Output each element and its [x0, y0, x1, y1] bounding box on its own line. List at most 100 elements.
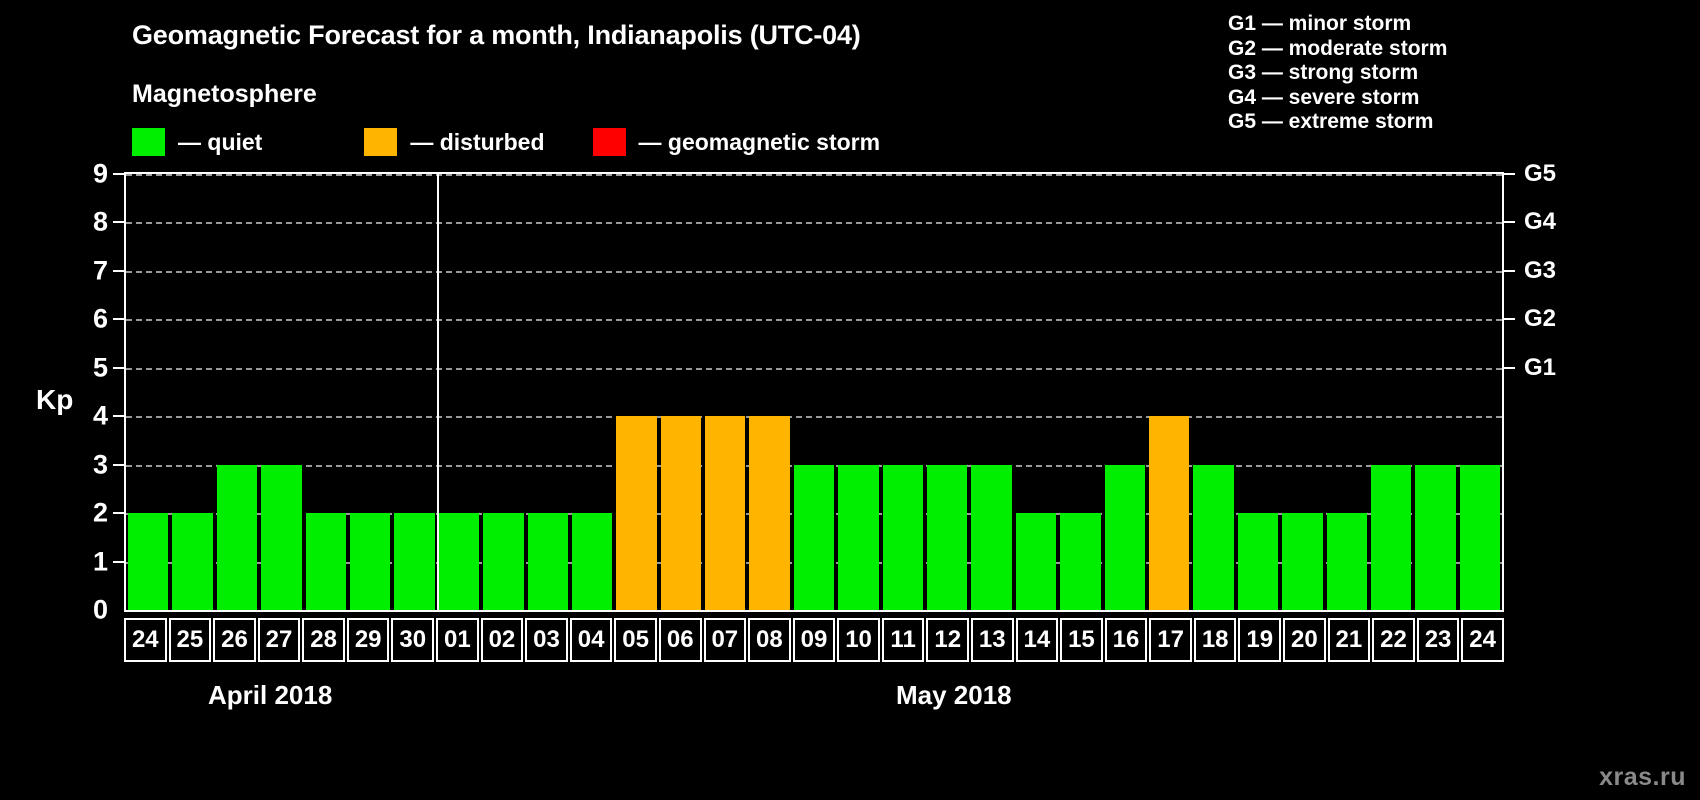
bar[interactable]	[1459, 464, 1501, 610]
bar[interactable]	[660, 416, 702, 610]
bar[interactable]	[571, 513, 613, 610]
bar[interactable]	[483, 513, 524, 610]
gridline-8	[126, 222, 1502, 225]
date-cell-7[interactable]: 01	[436, 618, 479, 662]
bar[interactable]	[172, 513, 213, 610]
date-cell-12[interactable]: 06	[658, 618, 702, 662]
date-cell-24[interactable]: 18	[1193, 618, 1237, 662]
date-cell-2[interactable]: 26	[213, 618, 256, 662]
bar[interactable]	[1282, 513, 1323, 610]
bar-cell-18[interactable]	[1193, 174, 1234, 610]
date-cell-25[interactable]: 19	[1238, 618, 1282, 662]
month-caption: May 2018	[896, 680, 1012, 710]
bar[interactable]	[838, 464, 879, 610]
date-cell-11[interactable]: 05	[614, 618, 657, 662]
bar[interactable]	[1148, 416, 1190, 610]
date-cell-19[interactable]: 13	[970, 618, 1014, 662]
bar-cell-01[interactable]	[438, 174, 480, 610]
bar[interactable]	[971, 464, 1012, 610]
date-cell-16[interactable]: 10	[837, 618, 880, 662]
bar-cell-23[interactable]	[1415, 174, 1456, 610]
bar-cell-14[interactable]	[1015, 174, 1057, 610]
date-cell-10[interactable]: 04	[569, 618, 613, 662]
bar[interactable]	[1193, 464, 1234, 610]
bar[interactable]	[927, 464, 968, 610]
bar[interactable]	[128, 513, 169, 610]
bar[interactable]	[616, 416, 657, 610]
bar[interactable]	[394, 513, 435, 610]
bar-cell-07[interactable]	[705, 174, 746, 610]
date-cell-15[interactable]: 09	[792, 618, 836, 662]
bar[interactable]	[1326, 513, 1367, 610]
date-cell-17[interactable]: 11	[881, 618, 925, 662]
bar-cell-30[interactable]	[394, 174, 435, 610]
date-cell-27[interactable]: 21	[1327, 618, 1371, 662]
bar-cell-29[interactable]	[349, 174, 391, 610]
bar-cell-26[interactable]	[216, 174, 258, 610]
bar-cell-02[interactable]	[483, 174, 524, 610]
bar-cell-11[interactable]	[882, 174, 924, 610]
bar-cell-24[interactable]	[1459, 174, 1501, 610]
bar-cell-24[interactable]	[128, 174, 169, 610]
date-cell-14[interactable]: 08	[748, 618, 791, 662]
date-cell-1[interactable]: 25	[168, 618, 212, 662]
gridline-9	[126, 174, 1502, 176]
bar[interactable]	[261, 464, 302, 610]
bar-cell-28[interactable]	[305, 174, 346, 610]
bar-cell-16[interactable]	[1104, 174, 1145, 610]
date-cell-29[interactable]: 23	[1416, 618, 1460, 662]
bar[interactable]	[705, 416, 746, 610]
bar[interactable]	[527, 513, 568, 610]
date-cell-28[interactable]: 22	[1372, 618, 1415, 662]
bar[interactable]	[1415, 464, 1456, 610]
bar-cell-09[interactable]	[793, 174, 835, 610]
bar-cell-04[interactable]	[571, 174, 613, 610]
date-cell-26[interactable]: 20	[1283, 618, 1326, 662]
bar[interactable]	[1237, 513, 1279, 610]
date-cell-9[interactable]: 03	[525, 618, 568, 662]
bar-cell-21[interactable]	[1326, 174, 1367, 610]
bar-cell-13[interactable]	[971, 174, 1012, 610]
g-tick-label-g2: G2	[1524, 305, 1557, 333]
bar-cell-03[interactable]	[527, 174, 568, 610]
bar-cell-06[interactable]	[660, 174, 702, 610]
date-cell-23[interactable]: 17	[1149, 618, 1192, 662]
y-tick-mark-1	[113, 560, 124, 563]
bar[interactable]	[882, 464, 924, 610]
bar-cell-08[interactable]	[749, 174, 790, 610]
date-cell-6[interactable]: 30	[391, 618, 435, 662]
bar-cell-27[interactable]	[261, 174, 302, 610]
y-tick-label-5: 5	[92, 352, 108, 383]
date-cell-30[interactable]: 24	[1461, 618, 1504, 662]
date-cell-21[interactable]: 15	[1060, 618, 1103, 662]
date-cell-20[interactable]: 14	[1015, 618, 1059, 662]
bar-cell-25[interactable]	[172, 174, 213, 610]
date-cell-0[interactable]: 24	[124, 618, 167, 662]
bar[interactable]	[1104, 464, 1145, 610]
bar-cell-17[interactable]	[1148, 174, 1190, 610]
bar-cell-20[interactable]	[1282, 174, 1323, 610]
date-cell-13[interactable]: 07	[703, 618, 747, 662]
bar[interactable]	[1060, 513, 1101, 610]
date-cell-5[interactable]: 29	[346, 618, 390, 662]
bar[interactable]	[1015, 513, 1057, 610]
bar-cell-15[interactable]	[1060, 174, 1101, 610]
y-tick-label-6: 6	[92, 303, 108, 334]
bar-cell-10[interactable]	[838, 174, 879, 610]
bar-cell-22[interactable]	[1370, 174, 1412, 610]
bar[interactable]	[349, 513, 391, 610]
bar-cell-19[interactable]	[1237, 174, 1279, 610]
bar-cell-05[interactable]	[616, 174, 657, 610]
bar[interactable]	[216, 464, 258, 610]
bar[interactable]	[1370, 464, 1412, 610]
bar[interactable]	[305, 513, 346, 610]
date-cell-18[interactable]: 12	[926, 618, 969, 662]
date-cell-4[interactable]: 28	[302, 618, 345, 662]
bar[interactable]	[749, 416, 790, 610]
date-cell-8[interactable]: 02	[480, 618, 524, 662]
bar[interactable]	[438, 513, 480, 610]
bar[interactable]	[793, 464, 835, 610]
date-cell-3[interactable]: 27	[257, 618, 301, 662]
bar-cell-12[interactable]	[927, 174, 968, 610]
date-cell-22[interactable]: 16	[1104, 618, 1148, 662]
